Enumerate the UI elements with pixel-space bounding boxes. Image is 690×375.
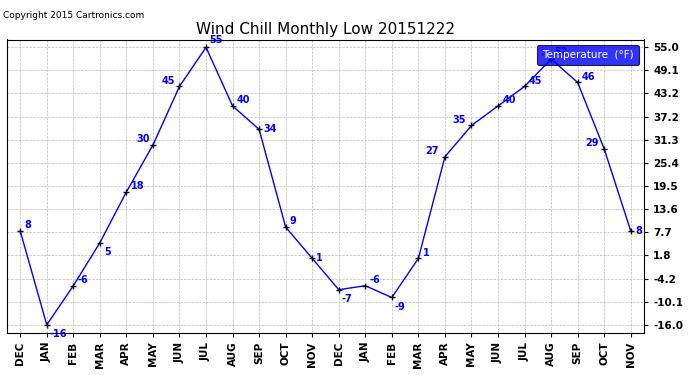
Text: 34: 34: [264, 124, 277, 134]
Text: 52: 52: [554, 47, 567, 57]
Text: -6: -6: [77, 275, 88, 285]
Text: 18: 18: [130, 181, 144, 191]
Text: Copyright 2015 Cartronics.com: Copyright 2015 Cartronics.com: [3, 11, 145, 20]
Text: 5: 5: [104, 247, 111, 257]
Text: 27: 27: [426, 146, 439, 156]
Text: 1: 1: [422, 248, 429, 258]
Text: -16: -16: [50, 329, 67, 339]
Text: 35: 35: [452, 115, 466, 125]
Text: 45: 45: [529, 76, 542, 86]
Text: 45: 45: [161, 76, 175, 86]
Text: 55: 55: [209, 35, 222, 45]
Text: 29: 29: [584, 138, 598, 148]
Text: 40: 40: [502, 95, 515, 105]
Title: Wind Chill Monthly Low 20151222: Wind Chill Monthly Low 20151222: [196, 22, 455, 37]
Text: 1: 1: [317, 253, 323, 263]
Text: -7: -7: [342, 294, 353, 304]
Text: 9: 9: [290, 216, 297, 226]
Text: 8: 8: [635, 226, 642, 236]
Text: 30: 30: [137, 134, 150, 144]
Text: 8: 8: [24, 220, 31, 230]
Text: 46: 46: [582, 72, 595, 82]
Text: -9: -9: [395, 302, 406, 312]
Text: 40: 40: [237, 95, 250, 105]
Text: -6: -6: [369, 275, 380, 285]
Legend: Temperature  (°F): Temperature (°F): [537, 45, 639, 65]
